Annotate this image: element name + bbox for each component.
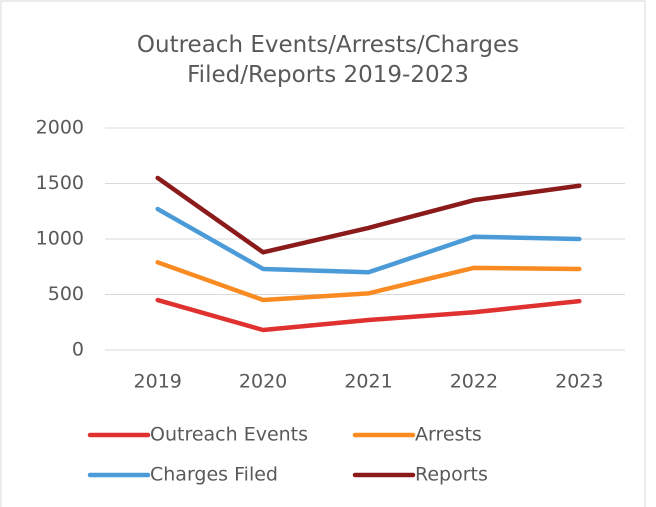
series-line [155, 297, 582, 333]
x-tick-label: 2020 [239, 371, 287, 393]
x-tick-label: 2021 [344, 371, 392, 393]
legend-label: Arrests [415, 424, 482, 446]
legend-label: Charges Filed [150, 464, 278, 486]
y-tick-label: 1500 [36, 172, 84, 194]
chart-title: Outreach Events/Arrests/Charges Filed/Re… [136, 32, 520, 88]
y-tick-label: 500 [48, 283, 84, 305]
x-tick-label: 2023 [555, 371, 603, 393]
series-line [155, 206, 582, 275]
x-tick-label: 2022 [450, 371, 498, 393]
y-tick-label: 1000 [36, 228, 84, 250]
series-line [155, 175, 582, 255]
legend-label: Outreach Events [150, 424, 308, 446]
y-tick-label: 0 [72, 339, 84, 361]
series-line [155, 260, 582, 303]
legend-label: Reports [415, 464, 488, 486]
y-tick-label: 2000 [36, 117, 84, 139]
x-tick-label: 2019 [134, 371, 182, 393]
